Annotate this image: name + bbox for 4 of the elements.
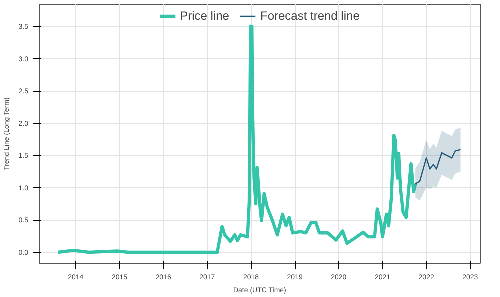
- line-series: [56, 24, 418, 254]
- legend-label: Forecast trend line: [260, 9, 360, 23]
- line-series: [415, 149, 462, 185]
- legend-label: Price line: [180, 9, 230, 23]
